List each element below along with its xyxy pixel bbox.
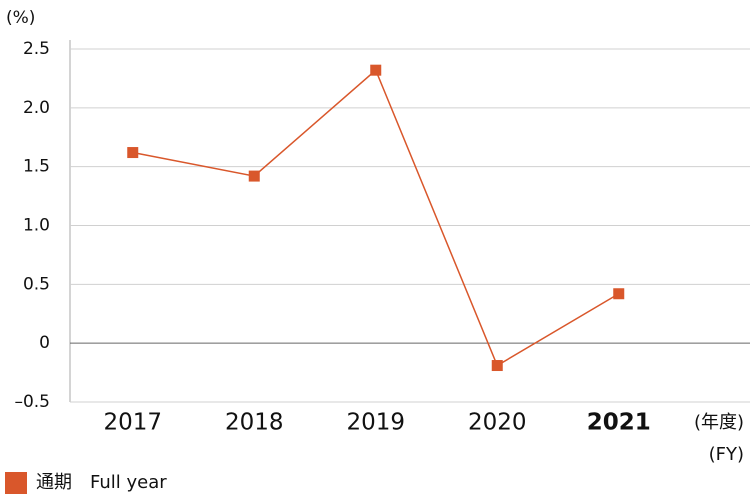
y-tick-label: –0.5 <box>14 392 50 412</box>
y-tick-label: 1.5 <box>23 157 50 177</box>
line <box>132 68 620 367</box>
marker <box>491 360 503 372</box>
y-tick-label: 2.0 <box>23 98 50 118</box>
legend-label: 通期 Full year <box>36 472 167 493</box>
marker <box>127 147 139 159</box>
x-tick-label: 2018 <box>225 410 284 436</box>
x-axis-label: (FY) <box>709 444 744 465</box>
marker <box>248 170 260 182</box>
x-tick-label: 2020 <box>468 410 527 436</box>
x-tick-label: 2021 <box>587 410 651 436</box>
marker <box>370 64 382 76</box>
x-axis-label: (年度) <box>694 412 744 433</box>
y-axis-unit: (%) <box>6 8 35 28</box>
legend-swatch <box>5 472 27 494</box>
marker <box>613 288 625 300</box>
y-tick-label: 2.5 <box>23 39 50 59</box>
x-tick-label: 2019 <box>346 410 405 436</box>
y-tick-label: 1.0 <box>23 216 50 236</box>
y-tick-label: 0 <box>39 333 50 353</box>
x-tick-label: 2017 <box>103 410 162 436</box>
y-tick-label: 0.5 <box>23 274 50 294</box>
